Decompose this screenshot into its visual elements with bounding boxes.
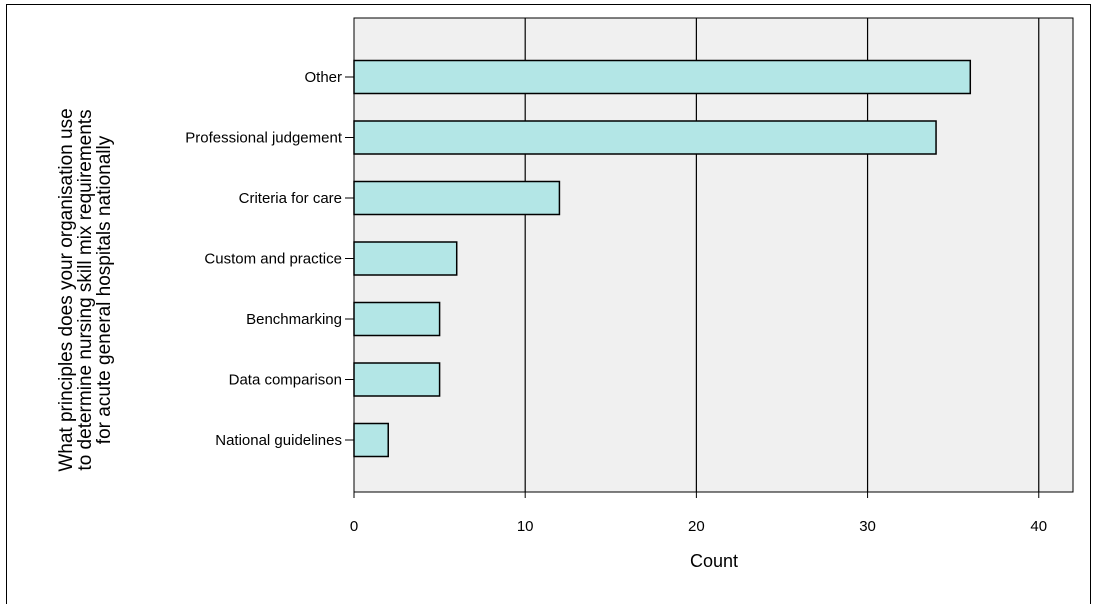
bar-data-comparison: [353, 362, 441, 397]
bar-criteria-for-care: [353, 180, 561, 216]
y-axis-title-line-2: to determine nursing skill mix requireme…: [75, 109, 96, 470]
bar-benchmarking: [353, 301, 441, 337]
y-axis-title-line-1: What principles does your organisation u…: [56, 108, 77, 471]
category-label: Data comparison: [229, 372, 342, 389]
category-labels: Other Professional judgement Criteria for …: [185, 69, 354, 449]
x-tick-label: 20: [688, 518, 705, 535]
x-ticks: 0 10 20 30 40: [350, 492, 1047, 535]
x-tick-label: 30: [859, 518, 876, 535]
y-axis-title-line-3: for acute general hospitals nationally: [94, 135, 115, 444]
x-axis-title: Count: [690, 551, 738, 571]
plot-area: [353, 17, 1074, 493]
category-label: Other: [304, 69, 342, 86]
x-tick-label: 40: [1030, 518, 1047, 535]
bar-professional-judgement: [353, 120, 937, 155]
y-axis-title: What principles does your organisation u…: [56, 108, 115, 471]
bar-national-guidelines: [353, 422, 389, 458]
category-label: Benchmarking: [246, 311, 342, 328]
category-label: Custom and practice: [204, 251, 342, 268]
x-tick-label: 0: [350, 518, 358, 535]
x-tick-label: 10: [517, 518, 534, 535]
gridlines: [524, 18, 1040, 492]
category-label: Professional judgement: [185, 130, 343, 147]
figure-frame: [6, 4, 1091, 604]
bar-other: [353, 59, 972, 95]
bar-custom-and-practice: [353, 241, 458, 276]
category-label: National guidelines: [215, 432, 342, 449]
category-label: Criteria for care: [239, 190, 342, 207]
